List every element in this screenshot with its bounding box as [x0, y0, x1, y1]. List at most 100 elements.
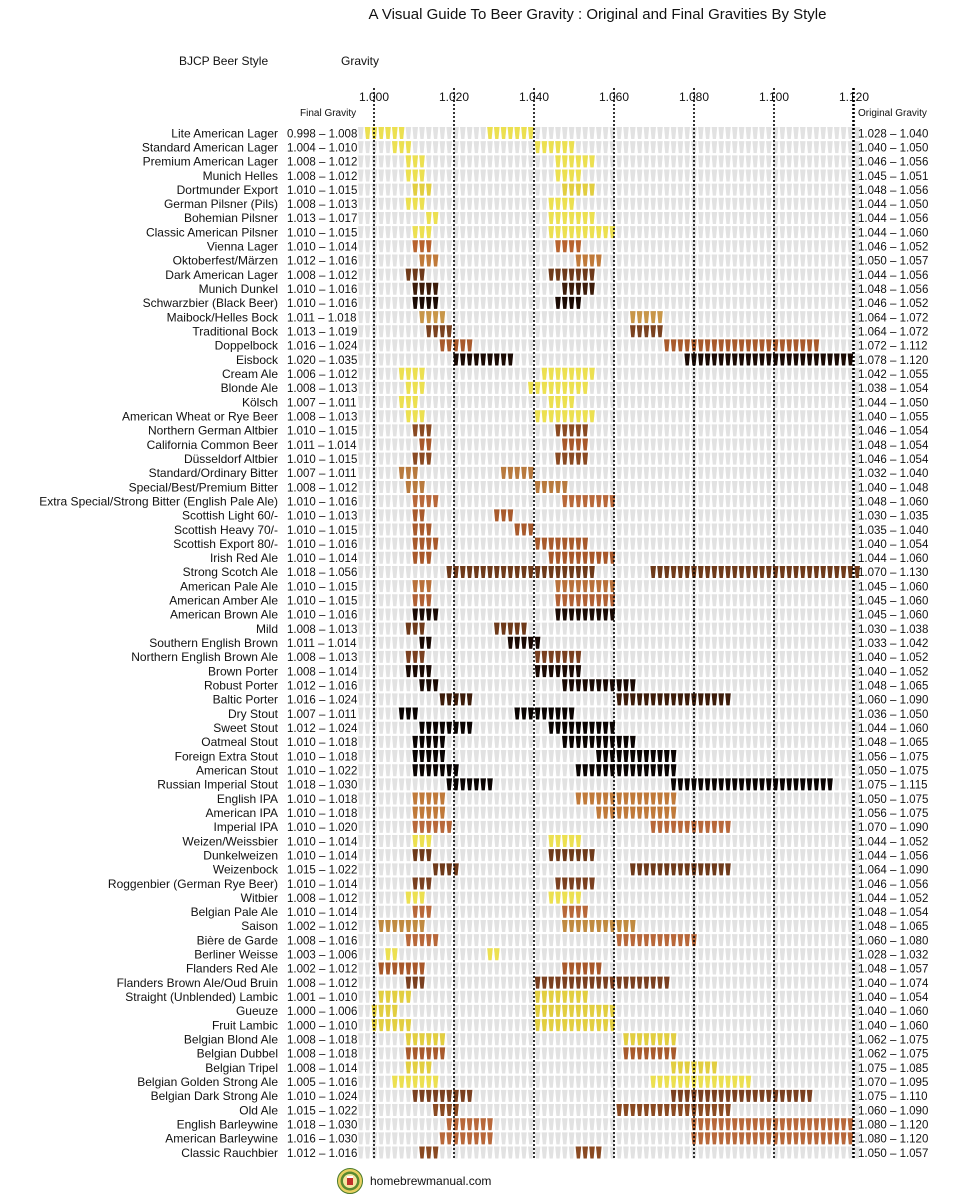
empty-glass: [711, 835, 718, 847]
empty-glass: [630, 580, 636, 593]
empty-glass: [439, 523, 446, 536]
empty-glass: [664, 495, 670, 508]
empty-glass: [820, 1004, 826, 1017]
empty-glass: [480, 835, 486, 847]
empty-glass: [670, 367, 677, 380]
empty-glass: [480, 707, 486, 720]
empty-glass: [487, 919, 493, 932]
empty-glass: [392, 778, 398, 791]
empty-glass: [364, 934, 371, 947]
empty-glass: [840, 268, 847, 281]
empty-glass: [766, 679, 772, 692]
empty-glass: [589, 466, 595, 479]
empty-glass: [439, 424, 446, 437]
empty-glass: [473, 849, 480, 862]
empty-glass: [358, 466, 364, 479]
empty-glass: [616, 141, 622, 154]
empty-glass: [439, 127, 446, 139]
empty-glass: [521, 976, 527, 989]
empty-glass: [582, 806, 588, 819]
empty-glass: [732, 735, 738, 748]
empty-glass: [602, 424, 609, 437]
empty-glass: [398, 693, 405, 706]
empty-glass: [460, 835, 466, 847]
empty-glass: [507, 650, 514, 663]
empty-glass: [589, 820, 595, 833]
empty-glass: [766, 707, 772, 720]
empty-glass: [643, 1019, 650, 1032]
empty-glass: [657, 849, 663, 862]
empty-glass: [582, 820, 588, 833]
empty-glass: [793, 594, 799, 607]
empty-glass: [432, 565, 439, 578]
empty-glass: [487, 679, 493, 692]
empty-glass: [473, 934, 480, 947]
empty-glass: [358, 424, 364, 437]
empty-glass: [514, 976, 520, 989]
empty-glass: [480, 636, 486, 649]
empty-glass: [827, 438, 833, 451]
empty-glass: [677, 1004, 684, 1017]
empty-glass: [596, 1033, 602, 1046]
empty-glass: [643, 452, 650, 465]
empty-glass: [725, 1019, 731, 1032]
empty-glass: [473, 127, 480, 139]
empty-glass: [494, 424, 500, 437]
empty-glass: [711, 226, 718, 239]
empty-glass: [800, 438, 806, 451]
empty-glass: [806, 735, 813, 748]
empty-glass: [623, 1019, 629, 1032]
empty-glass: [426, 1004, 432, 1017]
empty-glass: [718, 127, 724, 139]
empty-glass: [534, 806, 541, 819]
empty-glass: [718, 551, 724, 564]
empty-glass: [507, 679, 514, 692]
empty-glass: [677, 764, 684, 777]
empty-glass: [616, 438, 622, 451]
empty-glass: [793, 523, 799, 536]
empty-glass: [813, 792, 820, 805]
empty-glass: [630, 948, 636, 961]
empty-glass: [827, 282, 833, 295]
empty-glass: [466, 381, 473, 394]
empty-glass: [752, 466, 758, 479]
empty-glass: [854, 282, 860, 295]
empty-glass: [392, 665, 398, 678]
empty-glass: [657, 268, 663, 281]
empty-glass: [616, 1004, 622, 1017]
empty-glass: [446, 919, 452, 932]
empty-glass: [704, 608, 711, 621]
empty-glass: [385, 481, 391, 493]
empty-glass: [630, 962, 636, 975]
empty-glass: [779, 891, 786, 904]
empty-glass: [494, 183, 500, 196]
empty-glass: [480, 863, 486, 876]
empty-glass: [759, 580, 765, 593]
empty-glass: [813, 863, 820, 876]
empty-glass: [732, 1004, 738, 1017]
empty-glass: [820, 282, 826, 295]
empty-glass: [364, 1075, 371, 1088]
empty-glass: [813, 679, 820, 692]
empty-glass: [500, 197, 507, 210]
empty-glass: [684, 197, 690, 210]
empty-glass: [460, 424, 466, 437]
empty-glass: [752, 948, 758, 961]
empty-glass: [480, 693, 486, 706]
empty-glass: [745, 240, 752, 253]
empty-glass: [745, 849, 752, 862]
empty-glass: [664, 962, 670, 975]
empty-glass: [766, 424, 772, 437]
empty-glass: [392, 254, 398, 267]
empty-glass: [616, 778, 622, 791]
empty-glass: [575, 127, 582, 139]
empty-glass: [636, 211, 643, 224]
empty-glass: [630, 452, 636, 465]
empty-glass: [670, 169, 677, 182]
empty-glass: [609, 296, 616, 309]
empty-glass: [630, 381, 636, 394]
empty-glass: [766, 650, 772, 663]
empty-glass: [779, 764, 786, 777]
empty-glass: [820, 396, 826, 409]
empty-glass: [487, 1019, 493, 1032]
